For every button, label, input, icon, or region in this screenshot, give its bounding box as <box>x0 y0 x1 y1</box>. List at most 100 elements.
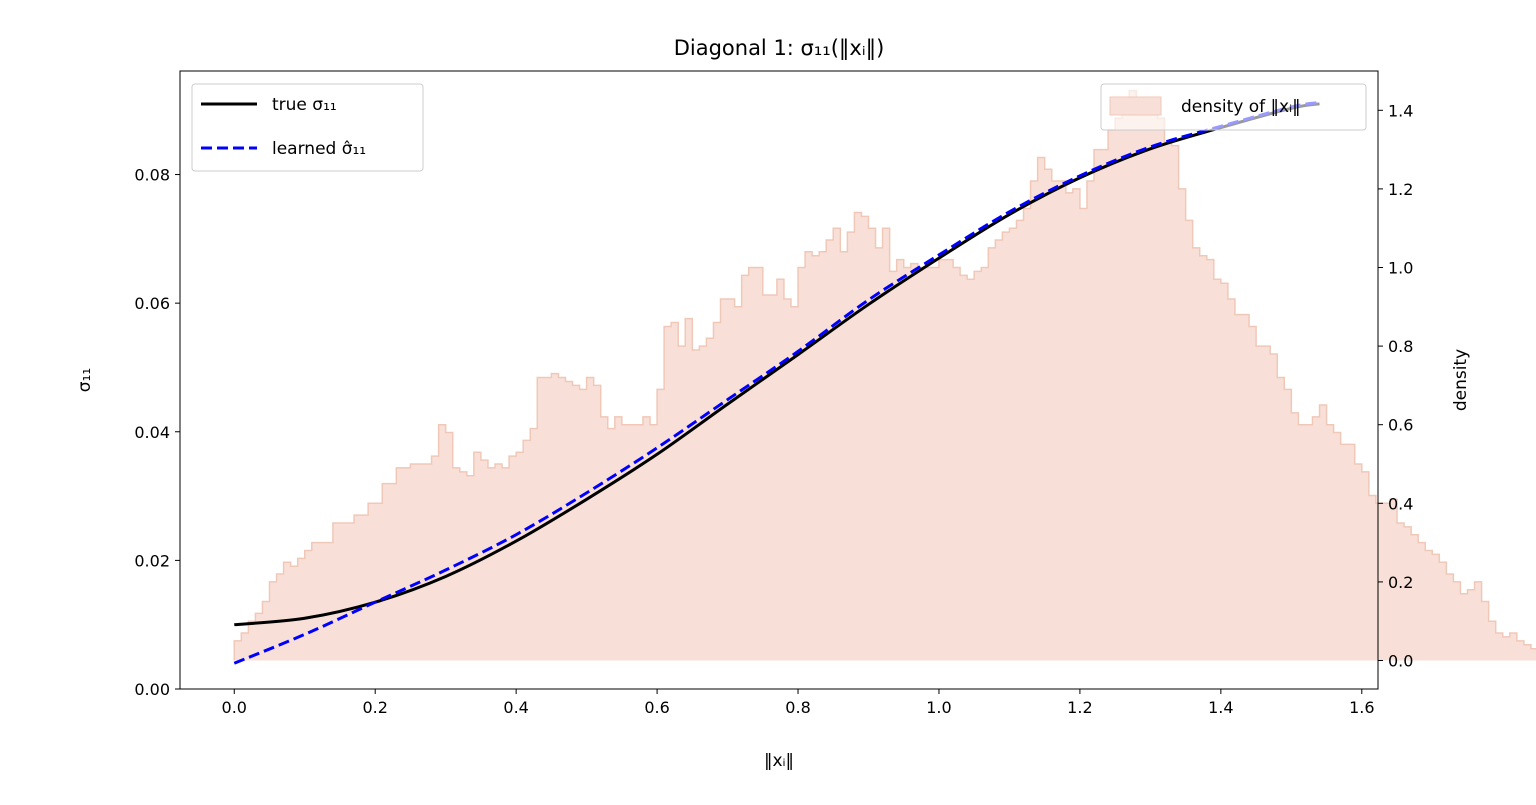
histogram-bar <box>572 385 580 661</box>
y2-tick-label: 0.4 <box>1388 494 1413 513</box>
plot-frame <box>179 70 1379 690</box>
histogram-bar <box>1249 326 1257 661</box>
histogram-bar <box>1270 353 1278 661</box>
x-tick-label: 1.6 <box>1349 698 1374 717</box>
histogram-bar <box>946 259 954 661</box>
histogram-bar <box>798 267 806 661</box>
histogram-bar <box>1115 118 1123 661</box>
histogram-bar <box>1382 503 1391 661</box>
histogram-bar <box>981 267 989 661</box>
histogram-bar <box>607 428 616 661</box>
histogram-bar <box>438 424 447 661</box>
histogram-bar <box>727 298 736 661</box>
histogram-bar <box>1411 534 1419 661</box>
histogram-bar <box>974 271 982 661</box>
histogram-bar <box>1389 499 1398 661</box>
histogram-bar <box>579 389 588 661</box>
histogram-bar <box>995 239 1003 661</box>
histogram-bar <box>1488 621 1497 661</box>
histogram-bar <box>1361 471 1370 661</box>
histogram-bar <box>664 326 672 661</box>
histogram-bar <box>967 279 975 661</box>
histogram-bar <box>1002 232 1010 661</box>
y-axis-label: σ₁₁ <box>75 368 95 392</box>
histogram-bar <box>297 558 306 661</box>
histogram-bar <box>495 464 503 661</box>
histogram-bar <box>403 467 411 661</box>
histogram-bar <box>671 322 679 661</box>
x-axis-label: ‖xᵢ‖ <box>764 751 794 771</box>
histogram-bar <box>311 542 320 661</box>
histogram-bar <box>558 377 566 661</box>
histogram-bar <box>847 232 855 661</box>
histogram-bar <box>1404 526 1412 661</box>
histogram-bar <box>1065 192 1074 661</box>
histogram-bar <box>833 228 841 661</box>
histogram-bar <box>509 456 517 661</box>
histogram-bar <box>889 271 898 661</box>
x-tick-label: 1.2 <box>1067 698 1092 717</box>
histogram-bar <box>953 267 961 661</box>
histogram-bar <box>924 267 933 661</box>
histogram-bar <box>283 562 292 661</box>
histogram-bar <box>1453 581 1461 661</box>
histogram-bar <box>1530 648 1536 661</box>
histogram-outline <box>233 89 1536 661</box>
histogram-bar <box>1220 283 1229 661</box>
histogram-bar <box>544 377 552 661</box>
y2-tick-label: 0.0 <box>1388 652 1413 671</box>
histogram-bar <box>1305 424 1313 661</box>
histogram-bar <box>332 522 341 661</box>
histogram-bar <box>1474 581 1482 661</box>
legend-density-swatch <box>1109 96 1162 116</box>
histogram-bar <box>424 464 432 661</box>
histogram-bar <box>234 640 242 661</box>
histogram-bar <box>1051 181 1060 661</box>
histogram-bar <box>896 259 905 661</box>
histogram-bar <box>523 440 531 661</box>
histogram-bar <box>1340 444 1349 661</box>
histogram-bar <box>1009 228 1017 661</box>
histogram-bar <box>1347 444 1356 661</box>
histogram-bar <box>410 464 418 661</box>
histogram-bar <box>706 338 714 661</box>
histogram-bar <box>1523 644 1532 661</box>
histogram-bar <box>917 267 926 661</box>
histogram-bar <box>1129 90 1137 661</box>
histogram-bar <box>1354 464 1363 661</box>
histogram-bar <box>431 456 440 661</box>
histogram-bar <box>1037 157 1046 661</box>
learned-sigma-line <box>233 101 1320 665</box>
histogram-bar <box>1157 118 1165 661</box>
histogram-bar <box>861 216 869 661</box>
histogram-bar <box>713 322 721 661</box>
histogram-bar <box>1298 424 1306 661</box>
histogram-bar <box>339 522 348 661</box>
x-tick-label: 0.0 <box>222 698 247 717</box>
histogram-bar <box>1213 279 1222 661</box>
y2-tick-label: 1.4 <box>1388 101 1413 120</box>
histogram-bar <box>1171 145 1179 661</box>
lines-layer <box>233 101 1320 665</box>
histogram-bar <box>1227 298 1236 661</box>
histogram-bar <box>1178 188 1187 661</box>
x-tick-label: 1.0 <box>926 698 951 717</box>
legend-left: true σ₁₁ learned σ̂₁₁ <box>191 83 424 172</box>
histogram-bar <box>255 613 263 661</box>
legend-right: density of ‖xᵢ‖ <box>1100 83 1367 131</box>
histogram-bar <box>1079 208 1088 661</box>
histogram-bar <box>650 424 658 661</box>
y-tick-label: 0.00 <box>134 680 170 699</box>
histogram-bar <box>868 228 876 661</box>
histogram-bar <box>1467 589 1475 661</box>
histogram-bar <box>1439 562 1447 661</box>
histogram-bar <box>241 633 249 661</box>
histogram-bar <box>1108 129 1116 661</box>
histogram-bar <box>1277 377 1285 661</box>
histogram-bar <box>318 542 327 661</box>
histogram-bar <box>1312 416 1320 661</box>
histogram-bar <box>1199 255 1208 661</box>
histogram-bar <box>819 251 827 661</box>
histogram-bar <box>1509 633 1518 661</box>
histogram-bar <box>790 306 799 661</box>
